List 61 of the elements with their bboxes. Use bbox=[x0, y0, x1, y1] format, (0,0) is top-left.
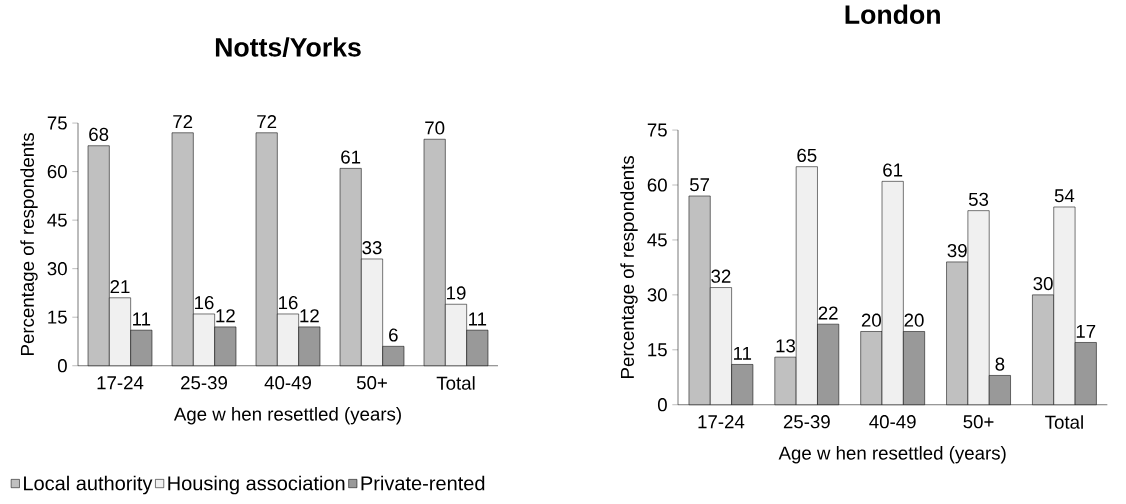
data-label: 20 bbox=[904, 313, 924, 327]
data-label: 72 bbox=[173, 115, 193, 129]
y-axis-title: Percentage of respondents bbox=[20, 133, 38, 356]
data-label: 57 bbox=[689, 178, 710, 192]
data-label: 33 bbox=[362, 241, 382, 255]
data-label: 11 bbox=[469, 312, 487, 326]
y-axis-title: Percentage of respondents bbox=[620, 156, 638, 379]
y-tick-label: 30 bbox=[47, 262, 67, 276]
x-tick-label: 17-24 bbox=[698, 415, 745, 429]
x-tick-label: 25-39 bbox=[783, 415, 830, 429]
data-label: 12 bbox=[216, 309, 235, 323]
y-tick-label: 45 bbox=[47, 213, 67, 227]
data-label: 21 bbox=[110, 280, 130, 294]
x-tick-label: 50+ bbox=[356, 376, 387, 390]
y-tick-label: 60 bbox=[47, 165, 67, 179]
data-label: 12 bbox=[300, 309, 319, 323]
data-label: 65 bbox=[797, 148, 817, 163]
data-label: 16 bbox=[195, 296, 214, 310]
y-tick-label: 60 bbox=[647, 178, 667, 192]
x-tick-label: Total bbox=[1045, 415, 1083, 429]
x-axis-title: Age w hen resettled (years) bbox=[778, 446, 1006, 464]
data-label: 39 bbox=[947, 244, 967, 258]
data-label: 8 bbox=[995, 357, 1005, 371]
x-tick-label: 40-49 bbox=[869, 415, 916, 429]
data-label: 70 bbox=[425, 121, 445, 135]
y-tick-label: 30 bbox=[647, 288, 667, 302]
data-label: 61 bbox=[883, 163, 903, 177]
data-label: 68 bbox=[89, 127, 109, 142]
data-label: 16 bbox=[279, 296, 298, 310]
y-tick-label: 15 bbox=[48, 310, 67, 324]
x-tick-label: 50+ bbox=[963, 415, 994, 429]
legend-label: Housing association bbox=[168, 475, 345, 495]
legend-label: Private-rented bbox=[361, 475, 485, 491]
x-axis-title: Age w hen resettled (years) bbox=[173, 407, 401, 425]
data-label: 22 bbox=[818, 306, 838, 320]
data-label: 32 bbox=[711, 269, 731, 283]
data-label: 17 bbox=[1076, 325, 1096, 338]
data-label: 19 bbox=[447, 286, 466, 300]
data-label: 11 bbox=[133, 312, 151, 326]
x-tick-label: 25-39 bbox=[181, 376, 227, 390]
y-tick-label: 15 bbox=[648, 343, 667, 357]
x-tick-label: 17-24 bbox=[97, 376, 144, 390]
data-label: 72 bbox=[257, 115, 277, 129]
chart-title: London bbox=[845, 4, 940, 25]
data-label: 54 bbox=[1054, 189, 1075, 203]
y-tick-label: 0 bbox=[657, 398, 667, 412]
data-label: 13 bbox=[776, 339, 796, 353]
data-label: 20 bbox=[861, 313, 881, 327]
y-tick-label: 75 bbox=[647, 123, 667, 137]
x-tick-label: 40-49 bbox=[264, 376, 311, 390]
data-label: 30 bbox=[1033, 277, 1053, 291]
data-label: 11 bbox=[734, 347, 752, 360]
data-label: 61 bbox=[341, 150, 361, 164]
y-tick-label: 75 bbox=[47, 116, 67, 130]
legend-label: Local authority bbox=[24, 475, 153, 495]
data-label: 6 bbox=[389, 328, 398, 342]
y-tick-label: 0 bbox=[57, 359, 67, 373]
x-tick-label: Total bbox=[436, 376, 475, 390]
y-tick-label: 45 bbox=[647, 233, 667, 247]
chart-title: Notts/Yorks bbox=[215, 37, 361, 58]
data-label: 53 bbox=[968, 192, 989, 207]
